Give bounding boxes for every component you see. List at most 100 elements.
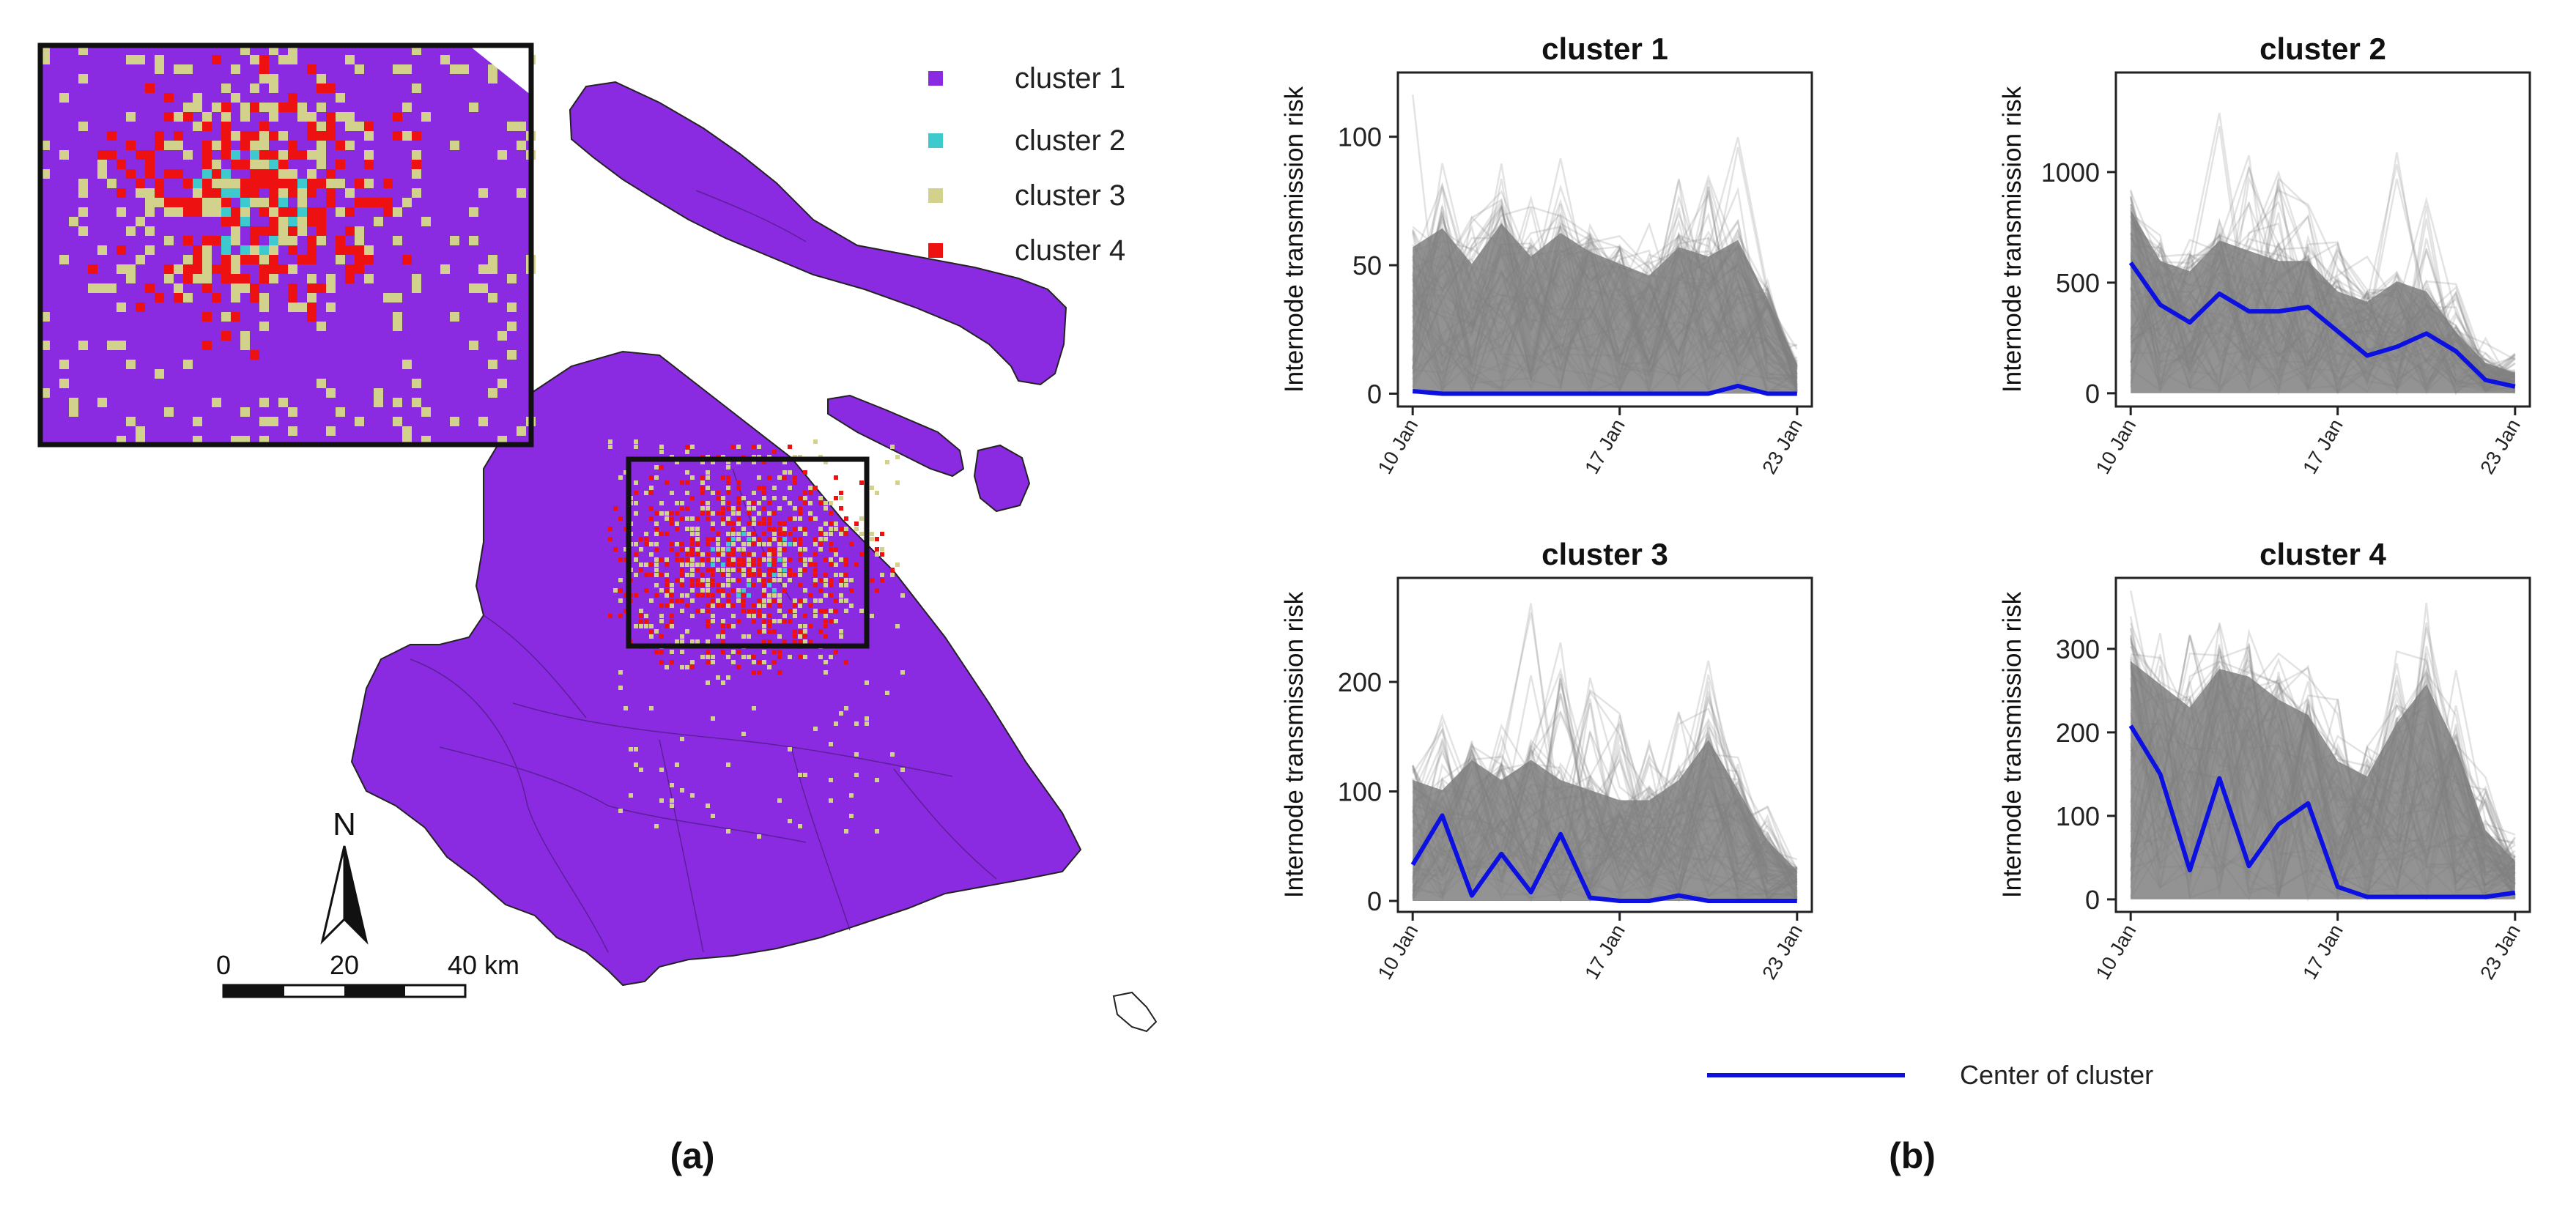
map-cell: [634, 552, 638, 557]
node-line: [2130, 267, 2515, 393]
node-line: [2130, 204, 2516, 394]
node-line: [1412, 229, 1798, 379]
node-line: [1412, 174, 1799, 392]
map-cell: [726, 604, 730, 608]
inset-cell: [317, 122, 326, 131]
map-cell: [741, 573, 746, 577]
legend-entry-cluster-4: cluster 4: [928, 234, 1125, 267]
node-line: [2130, 179, 2516, 396]
inset-cell: [202, 188, 212, 198]
inset-cell: [164, 112, 174, 122]
map-cell: [829, 532, 833, 536]
map-cell: [665, 624, 669, 628]
node-line: [1412, 748, 1798, 879]
inset-cell: [155, 141, 164, 150]
map-cell: [798, 583, 802, 587]
map-cell: [762, 486, 766, 490]
inset-cell: [59, 150, 69, 160]
inset-cell: [155, 64, 164, 74]
inset-cell: [221, 150, 231, 160]
map-cell: [680, 737, 684, 741]
map-cell: [813, 552, 818, 557]
map-cell: [670, 542, 674, 546]
node-line: [2130, 177, 2516, 376]
map-cell: [690, 527, 695, 531]
map-cell: [700, 486, 705, 490]
map-cell: [716, 532, 720, 536]
map-cell: [654, 557, 659, 562]
inset-cell: [164, 93, 174, 103]
x-tick-label: 17 Jan: [2298, 415, 2347, 478]
inset-cell: [155, 55, 164, 64]
node-line: [2129, 259, 2516, 393]
map-cell: [659, 660, 664, 664]
inset-cell: [317, 226, 326, 236]
inset-cell: [240, 207, 250, 217]
map-cell: [793, 573, 797, 577]
y-tick-label: 0: [2085, 885, 2100, 915]
inset-cell: [317, 322, 326, 331]
shanghai-cluster-map: cluster 1 cluster 2 cluster 3 cluster 4 …: [37, 42, 1158, 1176]
inset-cell: [193, 274, 202, 283]
map-cell: [829, 563, 833, 567]
map-cell: [659, 650, 664, 654]
map-cell: [747, 552, 751, 557]
inset-cell: [297, 179, 307, 188]
node-line: [1412, 204, 1798, 395]
map-cell: [798, 511, 802, 516]
inset-cell: [297, 103, 307, 112]
node-line: [1411, 778, 1798, 900]
node-line: [1412, 244, 1798, 380]
node-line: [2129, 189, 2516, 374]
inset-cell: [126, 274, 136, 283]
node-line: [2130, 717, 2516, 884]
map-cell: [772, 660, 777, 664]
map-cell: [670, 593, 674, 598]
map-cell: [741, 593, 746, 598]
inset-cell: [183, 64, 193, 74]
node-line: [2130, 308, 2515, 395]
map-cell: [721, 475, 725, 480]
node-line: [1412, 182, 1798, 394]
map-cell: [685, 470, 689, 475]
map-cell: [736, 665, 741, 669]
inset-cell: [469, 207, 478, 217]
map-cell: [875, 588, 879, 593]
inset-cell: [126, 226, 136, 236]
map-cell: [726, 480, 730, 485]
inset-cell: [488, 293, 497, 302]
inset-cell: [183, 264, 193, 274]
map-cell: [634, 747, 638, 751]
node-line: [2130, 185, 2516, 384]
x-tick-label: 23 Jan: [2476, 415, 2525, 478]
map-cell: [767, 475, 771, 480]
map-cell: [711, 557, 715, 562]
x-tick-label: 23 Jan: [2476, 921, 2525, 983]
map-cell: [900, 670, 905, 675]
map-cell: [813, 439, 818, 444]
map-cell: [803, 588, 807, 593]
map-cell: [659, 511, 664, 516]
map-cell: [654, 568, 659, 572]
map-cell: [685, 527, 689, 531]
map-cell: [680, 598, 684, 603]
inset-cell: [221, 207, 231, 217]
node-line: [2129, 623, 2515, 892]
map-cell: [736, 568, 741, 572]
inset-cell: [288, 150, 297, 160]
map-cell: [777, 634, 782, 639]
map-cell: [618, 670, 623, 675]
inset-cell: [297, 255, 307, 264]
node-line: [2130, 215, 2516, 389]
node-line: [2130, 681, 2516, 899]
inset-cell: [174, 264, 183, 274]
inset-cell: [507, 302, 517, 312]
node-line: [1412, 186, 1798, 376]
map-cell: [659, 798, 664, 803]
north-arrow-icon: N: [320, 806, 369, 945]
inset-cell: [278, 398, 288, 407]
node-line: [1412, 775, 1798, 898]
map-cell: [767, 639, 771, 644]
map-cell: [659, 614, 664, 618]
map-cell: [767, 547, 771, 552]
